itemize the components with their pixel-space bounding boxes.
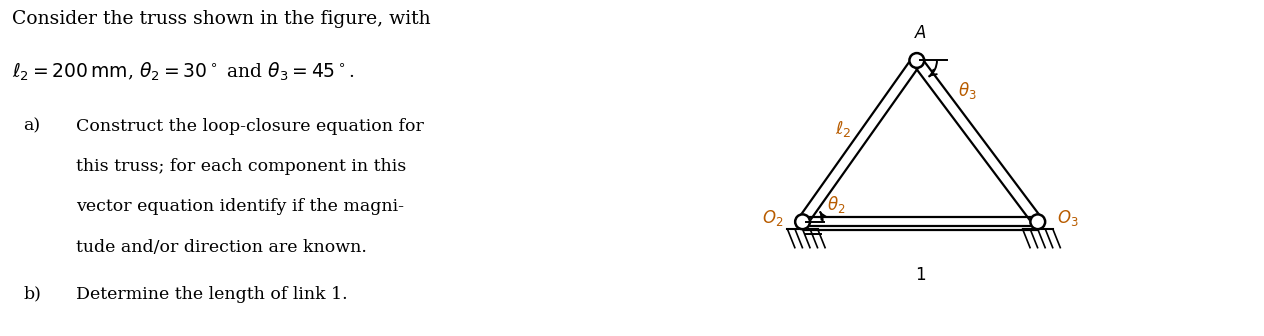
Text: $\theta_3$: $\theta_3$ bbox=[958, 80, 977, 101]
Text: a): a) bbox=[23, 118, 40, 135]
Text: Determine the length of link 1.: Determine the length of link 1. bbox=[76, 286, 348, 303]
Text: Construct the loop-closure equation for: Construct the loop-closure equation for bbox=[76, 118, 423, 135]
Text: $\ell_2$: $\ell_2$ bbox=[836, 120, 852, 139]
Text: b): b) bbox=[23, 286, 42, 303]
Text: this truss; for each component in this: this truss; for each component in this bbox=[76, 158, 406, 175]
Circle shape bbox=[795, 214, 810, 229]
Text: $1$: $1$ bbox=[915, 267, 925, 284]
Text: tude and/or direction are known.: tude and/or direction are known. bbox=[76, 239, 367, 256]
Text: vector equation identify if the magni-: vector equation identify if the magni- bbox=[76, 198, 403, 215]
Text: $A$: $A$ bbox=[914, 25, 927, 42]
Text: $\theta_2$: $\theta_2$ bbox=[827, 195, 846, 215]
Circle shape bbox=[909, 53, 924, 68]
Text: $O_3$: $O_3$ bbox=[1057, 208, 1078, 228]
Text: Consider the truss shown in the figure, with: Consider the truss shown in the figure, … bbox=[11, 10, 430, 28]
Circle shape bbox=[1030, 214, 1045, 229]
Text: $\ell_2 = 200\,\mathrm{mm}$, $\theta_2 = 30^\circ$ and $\theta_3 = 45^\circ$.: $\ell_2 = 200\,\mathrm{mm}$, $\theta_2 =… bbox=[11, 60, 355, 83]
Text: $O_2$: $O_2$ bbox=[762, 208, 782, 228]
